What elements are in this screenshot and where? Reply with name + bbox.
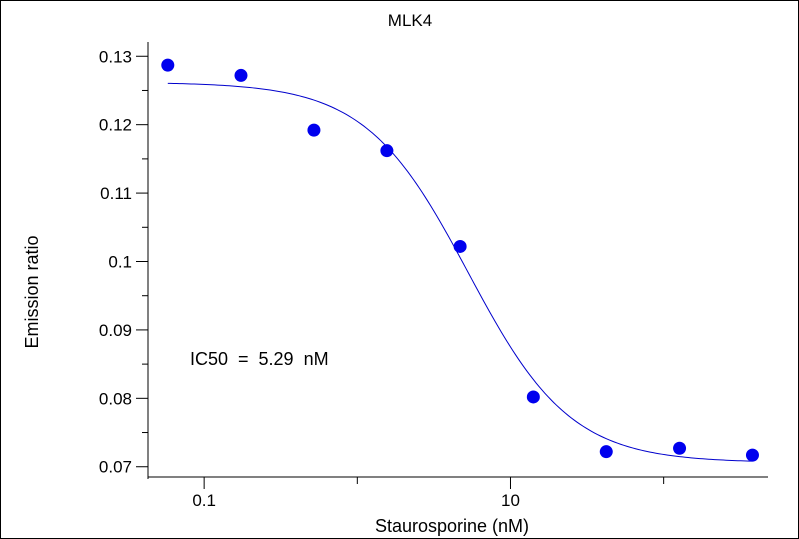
data-point xyxy=(526,390,540,404)
data-point xyxy=(745,448,759,462)
fit-curve-layer xyxy=(167,82,753,462)
data-point xyxy=(234,68,248,82)
x-axis-title: Staurosporine (nM) xyxy=(375,516,529,536)
data-points-layer xyxy=(161,58,759,462)
y-tick-label: 0.13 xyxy=(99,47,132,66)
y-tick-label: 0.12 xyxy=(99,116,132,135)
fit-curve xyxy=(167,82,753,462)
y-tick-label: 0.1 xyxy=(108,253,132,272)
x-tick-label: 10 xyxy=(501,491,520,510)
data-point xyxy=(307,123,321,137)
y-tick-label: 0.07 xyxy=(99,458,132,477)
axes: 0.07 0.08 0.09 0.1 0.11 0.12 0.13 0.1 10 xyxy=(99,42,768,510)
data-point xyxy=(599,445,613,459)
data-point xyxy=(453,239,467,253)
y-tick-label: 0.09 xyxy=(99,321,132,340)
ic50-annotation: IC50 = 5.29 nM xyxy=(190,349,329,369)
y-tick-label: 0.11 xyxy=(100,184,132,203)
data-point xyxy=(161,58,175,72)
x-tick-label: 0.1 xyxy=(192,491,216,510)
data-point xyxy=(673,441,687,455)
y-tick-label: 0.08 xyxy=(99,389,132,408)
data-point xyxy=(380,144,394,158)
y-axis-title: Emission ratio xyxy=(22,235,42,348)
chart-title: MLK4 xyxy=(388,11,432,30)
